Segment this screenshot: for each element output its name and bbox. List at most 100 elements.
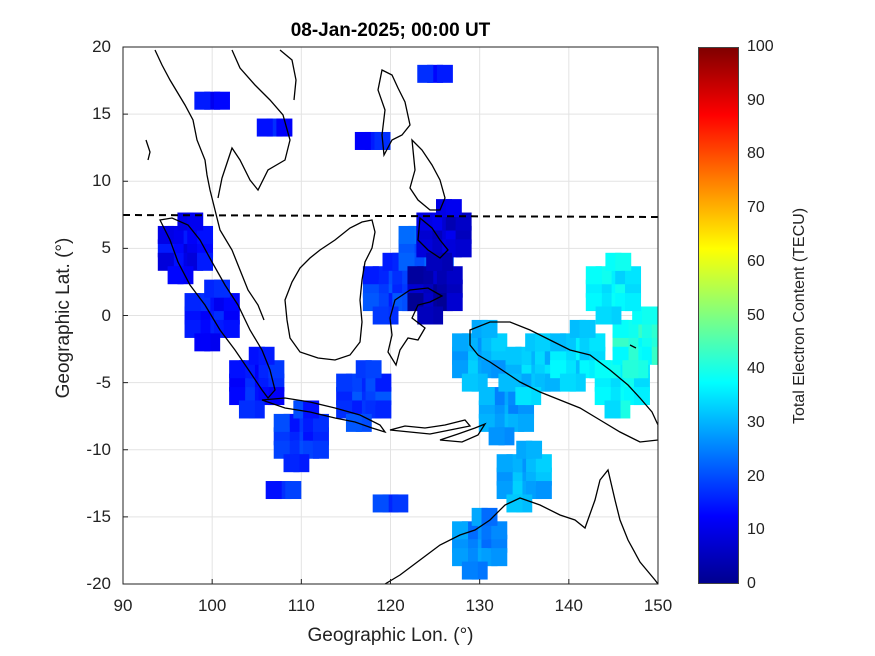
tec-cell: [265, 481, 282, 500]
tec-cell: [268, 387, 285, 406]
colorbar-tick-label: 30: [747, 413, 765, 431]
y-tick-label: -15: [86, 506, 111, 526]
y-tick-label: 15: [92, 104, 111, 124]
x-tick-label: 90: [113, 596, 133, 615]
tec-cell: [505, 346, 522, 365]
x-tick-label: 150: [643, 596, 673, 615]
tec-cell: [526, 440, 543, 459]
tec-cell: [213, 279, 230, 298]
tec-cell: [604, 400, 621, 419]
y-axis-label: Geographic Lat. (°): [53, 237, 74, 399]
tec-cell: [455, 239, 472, 258]
colorbar-tick-label: 100: [747, 38, 774, 55]
y-tick-label: -10: [86, 439, 111, 459]
colorbar-tick-label: 0: [747, 575, 756, 592]
tec-cell: [625, 293, 642, 312]
tec-cell: [345, 413, 362, 432]
tec-cell: [285, 481, 302, 500]
colorbar-label: Total Electron Content (TECU): [791, 207, 808, 425]
tec-cell: [229, 360, 246, 379]
colorbar-tick-label: 80: [747, 145, 765, 163]
tec-cell: [651, 333, 658, 352]
colorbar-tick-label: 70: [747, 199, 765, 217]
colorbar-tick-label: 60: [747, 252, 765, 270]
tec-cell: [194, 91, 211, 110]
colorbar-tick-label: 90: [747, 91, 765, 109]
tec-cell: [481, 507, 498, 526]
tec-cell: [594, 360, 611, 379]
tec-cell: [641, 306, 658, 325]
tec-cell: [515, 387, 532, 406]
tec-cell: [362, 266, 379, 285]
tec-cell: [157, 225, 174, 244]
tec-cell: [651, 319, 658, 338]
tec-cell: [550, 333, 567, 352]
x-tick-label: 100: [197, 596, 227, 615]
tec-cell: [336, 373, 353, 392]
tec-cell: [238, 400, 255, 419]
tec-cell: [651, 346, 658, 365]
x-tick-label: 140: [554, 596, 584, 615]
x-tick-label: 110: [287, 596, 315, 615]
tec-cell: [273, 413, 290, 432]
y-tick-label: 10: [92, 171, 111, 191]
y-tick-label: 20: [92, 37, 111, 56]
chart-title: 08-Jan-2025; 00:00 UT: [290, 20, 491, 41]
colorbar-tick-label: 40: [747, 360, 765, 378]
tec-cell: [488, 427, 505, 446]
tec-cell: [496, 454, 513, 473]
y-tick-label: -20: [86, 574, 111, 593]
tec-cell: [452, 333, 469, 352]
tec-cell: [446, 293, 463, 312]
tec-cell: [633, 387, 650, 406]
tec-cell: [417, 64, 434, 83]
tec-cell: [595, 306, 612, 325]
colorbar-tick-label: 10: [747, 521, 765, 539]
tec-cell: [559, 373, 576, 392]
colorbar-tick-label: 50: [747, 306, 765, 324]
tec-cell: [445, 199, 462, 218]
tec-cell: [223, 319, 240, 338]
tec-cell: [398, 225, 415, 244]
tec-cell: [478, 387, 495, 406]
magnetic-equator-line: [122, 214, 659, 218]
tec-cell: [392, 494, 409, 513]
tec-cell: [372, 494, 389, 513]
tec-cell: [452, 521, 469, 540]
tec-cell: [283, 454, 300, 473]
y-tick-label: -5: [95, 372, 111, 392]
tec-cell: [187, 212, 204, 231]
tec-cell: [256, 118, 273, 137]
tec-cell: [303, 400, 320, 419]
tec-cell: [365, 360, 382, 379]
tec-cell: [436, 64, 453, 83]
coastlines: [145, 49, 658, 584]
y-tick-label: 0: [101, 305, 111, 325]
tec-cell: [615, 252, 632, 271]
tec-cell: [518, 413, 535, 432]
axis-ticks: [122, 46, 659, 585]
x-axis-label: Geographic Lon. (°): [307, 625, 474, 646]
tec-cell: [426, 252, 443, 271]
tec-cell: [622, 360, 639, 379]
tec-cell: [372, 306, 389, 325]
tec-cell: [491, 548, 508, 567]
tec-cell: [585, 266, 602, 285]
tec-cell: [535, 481, 552, 500]
tec-cell: [461, 373, 478, 392]
tec-cell: [579, 319, 596, 338]
tec-cell: [167, 266, 184, 285]
tec-cell: [213, 91, 230, 110]
tec-cell: [197, 252, 214, 271]
y-tick-label: 5: [101, 238, 111, 258]
colorbar: [698, 47, 739, 584]
tec-cell: [417, 306, 434, 325]
x-tick-label: 120: [376, 596, 405, 615]
tec-cell: [194, 333, 211, 352]
tec-cell: [184, 293, 201, 312]
tec-cell: [354, 131, 371, 150]
tec-cell: [407, 266, 424, 285]
colorbar-tick-label: 20: [747, 467, 765, 485]
tec-cell: [375, 400, 392, 419]
